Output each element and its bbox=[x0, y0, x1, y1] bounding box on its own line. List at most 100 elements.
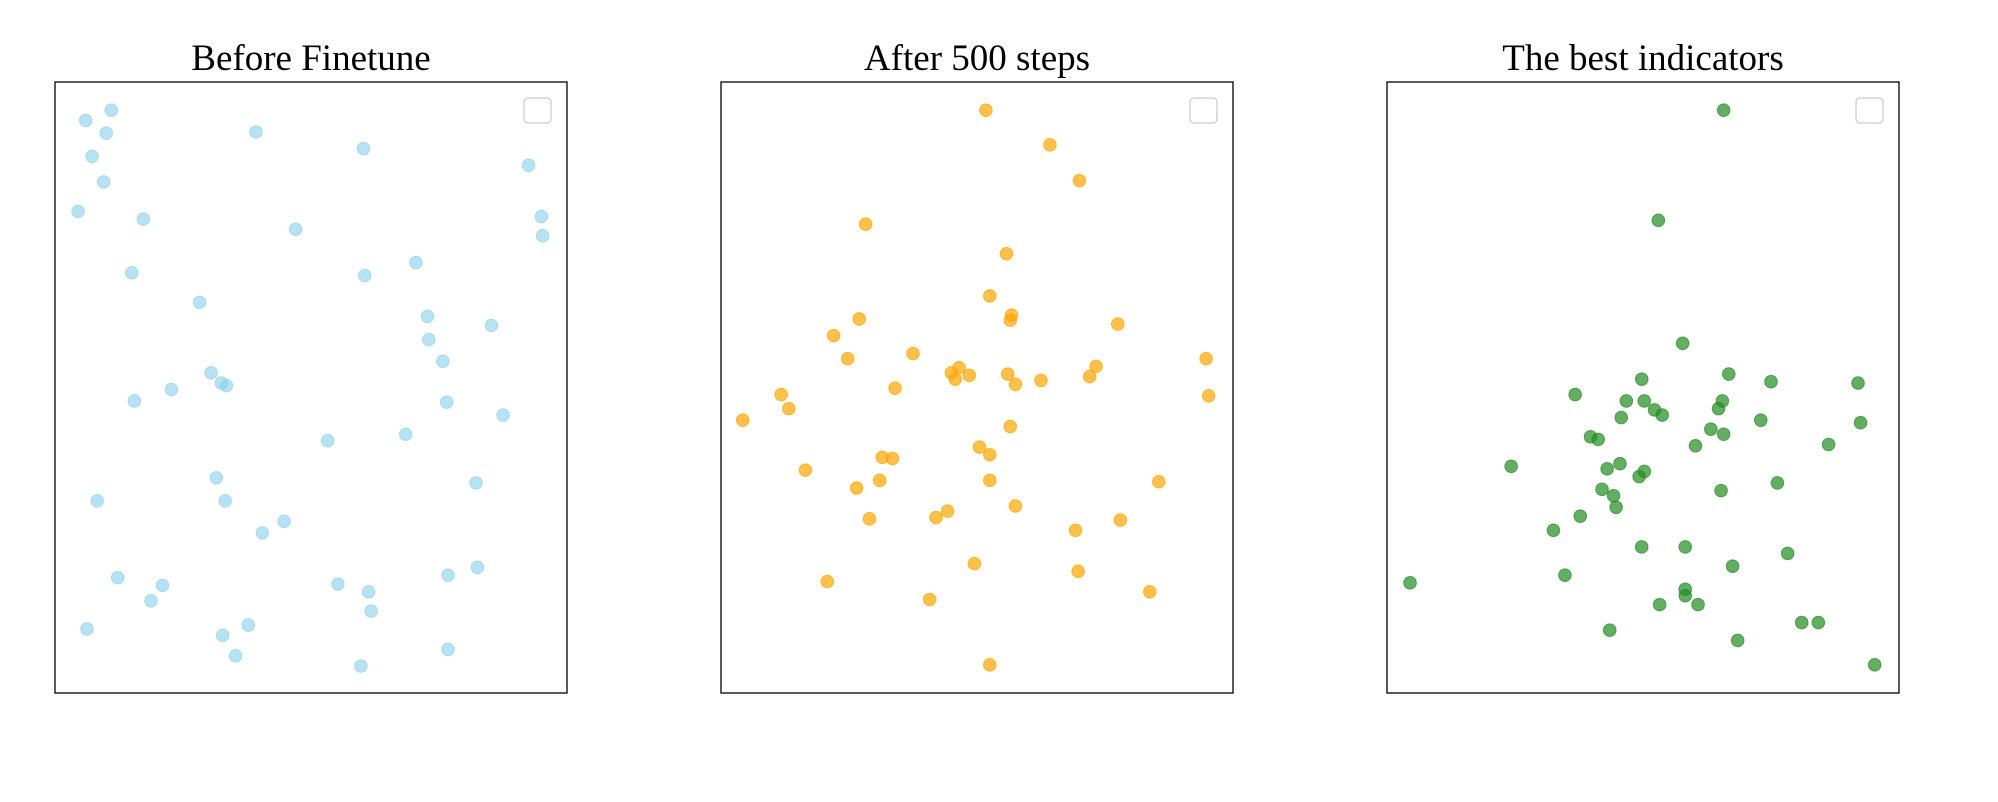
point bbox=[1652, 597, 1667, 612]
point bbox=[364, 604, 378, 618]
point bbox=[420, 309, 435, 324]
point bbox=[1201, 389, 1216, 403]
point bbox=[409, 255, 423, 270]
point bbox=[96, 175, 111, 189]
plot-frame bbox=[1386, 81, 1900, 694]
point bbox=[972, 440, 987, 454]
point bbox=[1794, 615, 1809, 630]
point bbox=[1008, 377, 1023, 392]
point bbox=[820, 574, 835, 589]
point bbox=[1853, 415, 1868, 430]
point bbox=[1595, 482, 1609, 497]
point bbox=[1780, 546, 1795, 561]
point bbox=[1068, 523, 1083, 538]
point bbox=[320, 433, 335, 448]
point bbox=[940, 504, 955, 518]
point bbox=[155, 578, 170, 593]
point bbox=[922, 592, 937, 607]
plot-frame bbox=[54, 81, 568, 694]
point bbox=[110, 570, 125, 585]
plot-frame bbox=[720, 81, 1234, 694]
point bbox=[136, 212, 151, 226]
point bbox=[1034, 373, 1048, 388]
point bbox=[241, 618, 256, 632]
point bbox=[441, 642, 455, 657]
point bbox=[1851, 376, 1865, 390]
point bbox=[249, 125, 263, 139]
point bbox=[999, 246, 1014, 261]
point bbox=[209, 471, 224, 485]
point bbox=[1143, 585, 1157, 599]
point bbox=[983, 289, 997, 303]
point bbox=[948, 372, 963, 386]
point bbox=[1632, 469, 1646, 484]
point bbox=[858, 217, 873, 231]
point bbox=[125, 266, 139, 280]
chart-title: After 500 steps bbox=[864, 38, 1090, 79]
point bbox=[104, 103, 119, 117]
point bbox=[782, 401, 796, 416]
point bbox=[983, 658, 997, 672]
point bbox=[983, 447, 997, 462]
point bbox=[1619, 394, 1634, 408]
point bbox=[1688, 438, 1703, 453]
point bbox=[1675, 336, 1690, 351]
point bbox=[228, 649, 243, 663]
point bbox=[496, 408, 510, 422]
point bbox=[1867, 658, 1882, 672]
point bbox=[99, 126, 113, 141]
point bbox=[521, 158, 536, 173]
point bbox=[1637, 394, 1652, 408]
point bbox=[534, 209, 549, 224]
point bbox=[979, 103, 993, 117]
point bbox=[398, 427, 413, 442]
point bbox=[962, 368, 977, 383]
point bbox=[1089, 359, 1103, 374]
point bbox=[929, 510, 943, 525]
point bbox=[888, 381, 902, 395]
point bbox=[357, 268, 372, 283]
point bbox=[71, 204, 85, 219]
point bbox=[439, 395, 454, 410]
point bbox=[1704, 422, 1718, 436]
point bbox=[1573, 509, 1588, 524]
point bbox=[192, 295, 207, 310]
point bbox=[354, 659, 368, 673]
point bbox=[1716, 103, 1731, 117]
point bbox=[80, 622, 94, 636]
point bbox=[421, 332, 436, 347]
legend-box bbox=[1855, 97, 1884, 124]
point bbox=[361, 585, 376, 599]
point bbox=[774, 387, 788, 402]
point bbox=[1043, 137, 1057, 152]
point bbox=[1730, 633, 1745, 648]
point bbox=[862, 511, 877, 526]
point bbox=[78, 113, 93, 128]
point bbox=[1614, 410, 1629, 425]
point bbox=[1725, 559, 1740, 573]
point bbox=[798, 463, 813, 477]
point bbox=[331, 577, 345, 591]
point bbox=[90, 494, 105, 508]
point bbox=[1008, 499, 1023, 513]
point bbox=[204, 365, 218, 380]
point bbox=[1651, 213, 1666, 228]
point bbox=[983, 473, 997, 488]
point bbox=[1072, 173, 1087, 188]
point bbox=[872, 473, 887, 488]
point bbox=[1003, 313, 1018, 328]
point bbox=[218, 494, 233, 508]
point bbox=[1721, 367, 1736, 381]
point bbox=[1504, 459, 1518, 474]
point bbox=[1199, 351, 1213, 366]
point bbox=[469, 476, 483, 490]
point bbox=[1655, 408, 1669, 422]
point bbox=[1602, 623, 1617, 638]
point bbox=[1714, 483, 1728, 498]
point bbox=[1691, 597, 1705, 612]
point bbox=[127, 394, 142, 408]
chart-title: Before Finetune bbox=[191, 38, 430, 79]
point bbox=[1711, 401, 1726, 416]
point bbox=[1558, 568, 1572, 582]
